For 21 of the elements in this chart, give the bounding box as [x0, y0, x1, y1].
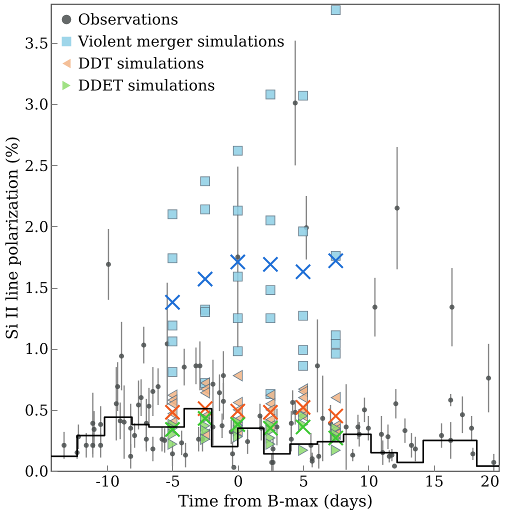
x-tick-label: 0 [234, 472, 244, 490]
legend-label: Violent merger simulations [77, 32, 285, 50]
y-axis-title: Si II line polarization (%) [2, 136, 22, 340]
y-tick-label: 3.0 [24, 96, 48, 114]
x-tick-label: -10 [96, 472, 120, 490]
y-tick-label: 0.5 [24, 401, 48, 420]
x-tick-label: 5 [298, 472, 308, 490]
legend-label: DDET simulations [78, 76, 216, 94]
y-tick-label: 1.0 [24, 340, 48, 358]
x-tick-label: 15 [424, 472, 444, 490]
y-tick-label: 2.5 [24, 156, 48, 175]
y-tick-label: 2.0 [24, 218, 48, 236]
x-tick-label: 20 [480, 472, 500, 490]
x-axis-title: Time from B-max (days) [178, 492, 373, 510]
x-tick-label: -5 [166, 472, 180, 490]
legend-label: DDT simulations [78, 54, 204, 72]
y-tick-label: 1.5 [24, 279, 48, 298]
x-tick-label: 10 [359, 472, 378, 490]
legend-label: Observations [78, 10, 178, 28]
y-tick-label: 0.0 [24, 462, 48, 480]
y-tick-label: 3.5 [24, 34, 48, 53]
